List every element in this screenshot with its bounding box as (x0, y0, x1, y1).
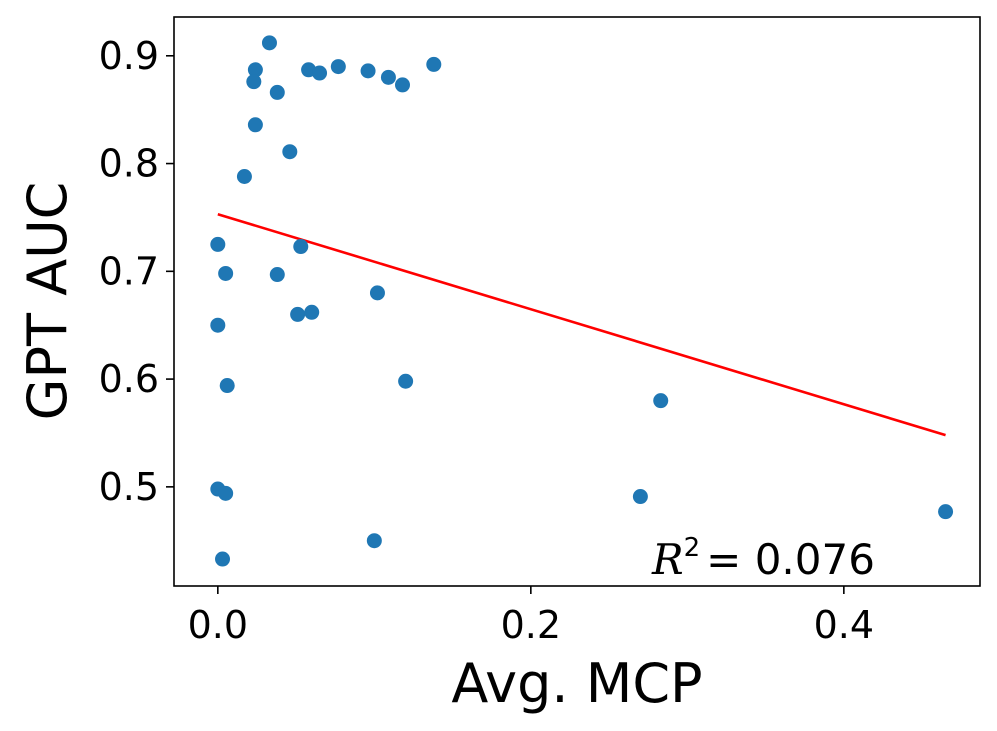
data-point (269, 84, 285, 100)
data-point (236, 168, 252, 184)
data-point (394, 77, 410, 93)
data-point (210, 317, 226, 333)
data-point (261, 35, 277, 51)
scatter-points-layer (210, 35, 954, 567)
data-point (282, 144, 298, 160)
y-tick-label: 0.7 (99, 249, 159, 293)
data-point (219, 378, 235, 394)
annotation-r-value: = 0.076 (706, 535, 875, 584)
x-axis-title: Avg. MCP (451, 652, 702, 715)
data-point (269, 267, 285, 283)
data-point (653, 393, 669, 409)
data-point (398, 373, 414, 389)
x-axis-ticks: 0.0 0.2 0.4 (188, 586, 874, 647)
annotation-r-symbol: R (651, 535, 684, 584)
data-point (304, 304, 320, 320)
data-point (293, 239, 309, 255)
data-point (247, 62, 263, 78)
y-tick-label: 0.6 (99, 357, 159, 401)
data-point (632, 489, 648, 505)
plot-frame (173, 16, 981, 587)
data-point (215, 551, 231, 567)
y-axis-ticks: 0.5 0.6 0.7 0.8 0.9 (99, 34, 174, 509)
y-axis-title: GPT AUC (16, 182, 79, 421)
data-point (290, 306, 306, 322)
annotation-r-superscript: 2 (684, 533, 701, 563)
data-point (369, 285, 385, 301)
data-point (218, 485, 234, 501)
data-point (247, 117, 263, 133)
y-tick-label: 0.8 (99, 142, 159, 186)
data-point (366, 533, 382, 549)
data-point (360, 63, 376, 79)
data-point (938, 504, 954, 520)
annotation-r-squared: R2 = 0.076 (651, 533, 875, 584)
y-tick-label: 0.5 (99, 465, 159, 509)
data-point (218, 265, 234, 281)
data-point (330, 59, 346, 75)
x-tick-label: 0.4 (814, 603, 874, 647)
y-tick-label: 0.9 (99, 34, 159, 78)
regression-line (217, 212, 946, 437)
x-tick-label: 0.2 (501, 603, 561, 647)
data-point (380, 69, 396, 85)
data-point (210, 236, 226, 252)
data-point (246, 74, 262, 90)
regression-line-layer (217, 212, 946, 437)
data-point (426, 56, 442, 72)
data-point (312, 65, 328, 81)
x-tick-label: 0.0 (188, 603, 248, 647)
